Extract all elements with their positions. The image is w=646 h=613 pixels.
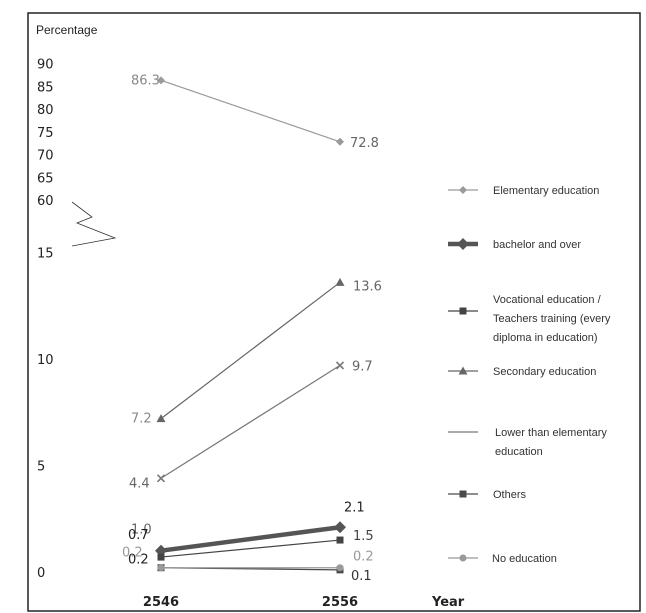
data-point xyxy=(157,76,165,85)
data-point xyxy=(336,536,344,544)
y-tick-label: 60 xyxy=(37,194,54,209)
legend-label: Secondary education xyxy=(493,366,596,378)
legend-marker xyxy=(459,554,467,562)
legend-label: education xyxy=(495,446,543,458)
series-lines xyxy=(155,76,346,574)
y-axis-label: Percentage xyxy=(36,23,98,37)
legend-label: diploma in education) xyxy=(493,332,598,344)
legend-label: Elementary education xyxy=(493,185,599,197)
y-tick-label: 0 xyxy=(37,566,45,581)
legend-marker xyxy=(459,186,467,194)
data-point xyxy=(336,137,344,146)
legend-marker xyxy=(458,366,468,375)
data-label: 0.2 xyxy=(128,553,149,568)
series-line xyxy=(160,79,341,143)
axis-break-mark xyxy=(71,201,117,247)
legend-label: Teachers training (every xyxy=(493,313,611,325)
data-point xyxy=(336,564,344,572)
x-tick-label: 2556 xyxy=(322,595,358,610)
y-tick-label: 65 xyxy=(37,171,54,186)
data-label: 7.2 xyxy=(131,412,152,427)
data-label: 2.1 xyxy=(344,500,365,515)
y-tick-label: 10 xyxy=(37,353,54,368)
legend-marker xyxy=(457,238,469,250)
data-label: 13.6 xyxy=(353,279,382,294)
y-tick-label: 85 xyxy=(37,80,54,95)
data-point xyxy=(157,553,165,561)
legend-label: Lower than elementary xyxy=(495,427,607,439)
data-label: 0.2 xyxy=(353,550,374,565)
data-label: 4.4 xyxy=(129,476,150,491)
y-tick-labels: 90 85 80 75 70 65 60 15 10 5 0 xyxy=(37,58,54,582)
series-line xyxy=(160,539,341,558)
legend-label: No education xyxy=(492,553,557,565)
data-point xyxy=(156,474,166,483)
series-line xyxy=(160,525,341,553)
data-point xyxy=(156,414,166,423)
data-label: 1.5 xyxy=(353,529,374,544)
data-point xyxy=(335,361,345,370)
y-tick-label: 90 xyxy=(37,58,54,73)
legend-marker xyxy=(459,307,467,315)
x-axis-label: Year xyxy=(431,595,465,610)
legend-label: Others xyxy=(493,489,527,501)
y-tick-label: 80 xyxy=(37,103,54,118)
x-tick-labels: 2546 2556 xyxy=(143,595,358,610)
y-tick-label: 70 xyxy=(37,149,54,164)
data-label: 9.7 xyxy=(352,359,373,374)
data-label: 0.2 xyxy=(122,546,143,561)
data-point xyxy=(335,277,345,286)
data-label: 1.0 xyxy=(131,523,152,538)
legend: Elementary education bachelor and over Voc… xyxy=(448,185,611,565)
data-label: 0.7 xyxy=(128,528,149,543)
data-labels: 86.3 72.8 1.0 2.1 0.7 1.5 7.2 13.6 4.4 9.7 0.2 0.1 0… xyxy=(122,73,382,584)
data-label: 72.8 xyxy=(350,136,379,151)
data-point xyxy=(157,564,165,572)
legend-marker xyxy=(459,490,467,498)
data-label: 86.3 xyxy=(131,73,160,88)
y-tick-label: 5 xyxy=(37,460,45,475)
series-line xyxy=(160,281,341,420)
y-tick-label: 75 xyxy=(37,126,54,141)
y-tick-label: 15 xyxy=(37,247,54,262)
data-point xyxy=(334,521,346,534)
x-tick-label: 2546 xyxy=(143,595,179,610)
legend-label: Vocational education / xyxy=(493,294,602,306)
legend-label: bachelor and over xyxy=(493,239,581,251)
chart-border xyxy=(27,12,641,612)
series-line xyxy=(160,364,341,479)
data-label: 0.1 xyxy=(351,569,372,584)
